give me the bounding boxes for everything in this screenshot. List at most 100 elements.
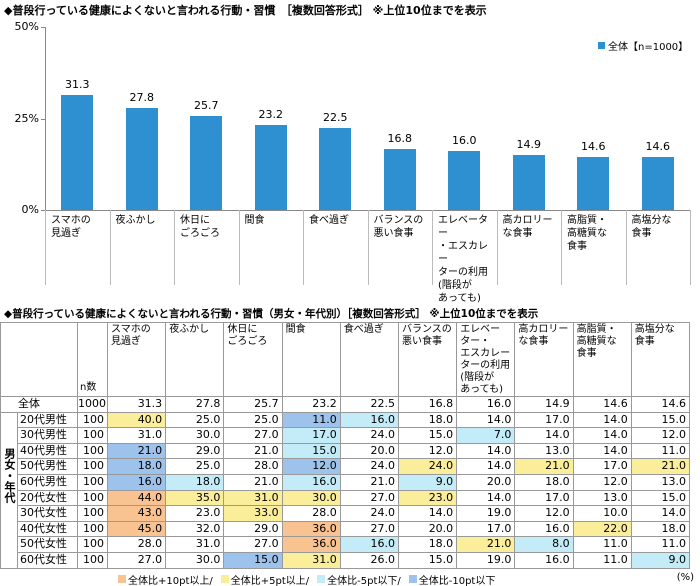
row-label: 60代男性 (18, 475, 78, 491)
y-tick-label: 25% (14, 111, 39, 125)
data-cell: 24.0 (340, 459, 399, 475)
column-header: 休日に ごろごろ (224, 322, 283, 397)
column-header: 食べ過ぎ (340, 322, 399, 397)
x-tick-label: 夜ふかし (115, 215, 156, 226)
x-tick-label: 高脂質・ 高糖質な 食事 (567, 215, 607, 252)
data-cell: 21.0 (108, 443, 167, 460)
data-cell: 14.9 (515, 397, 574, 413)
x-tick-label: スマホの 見過ぎ (51, 215, 91, 239)
x-tick-label: 食べ過ぎ (309, 215, 349, 226)
data-cell: 21.0 (340, 475, 399, 491)
data-cell: 11.0 (282, 412, 341, 429)
category-separator (174, 210, 175, 285)
legend-swatch (118, 575, 126, 583)
data-cell: 20.0 (399, 521, 458, 538)
column-header: 夜ふかし (166, 322, 225, 397)
data-cell: 15.0 (224, 553, 283, 569)
data-cell: 18.0 (108, 459, 167, 475)
value-label: 14.9 (516, 138, 542, 152)
category-separator (496, 210, 498, 285)
bar (190, 115, 223, 210)
data-cell: 35.0 (166, 490, 225, 507)
row-label: 30代女性 (18, 506, 78, 522)
data-cell: 18.0 (399, 412, 458, 429)
legend-swatch (598, 42, 605, 49)
data-cell: 23.0 (166, 506, 225, 522)
y-tick-label: 50% (14, 20, 39, 33)
data-cell: 36.0 (282, 537, 341, 553)
data-cell: 30.0 (282, 490, 341, 507)
data-cell: 16.0 (515, 553, 574, 569)
bar (319, 127, 352, 210)
data-cell: 11.0 (573, 553, 632, 569)
data-cell: 31.0 (108, 428, 167, 444)
data-cell: 31.0 (166, 537, 225, 553)
data-cell: 45.0 (108, 521, 167, 538)
data-cell: 36.0 (282, 521, 341, 538)
data-cell: 17.0 (573, 459, 632, 475)
data-cell: 16.0 (340, 412, 399, 429)
data-cell: 16.0 (457, 397, 516, 413)
data-cell: 28.0 (224, 459, 283, 475)
legend-label: 全体【n=1000】 (608, 42, 689, 53)
legend-label: 全体比-5pt以下/ (327, 576, 401, 586)
data-cell: 25.0 (166, 459, 225, 475)
column-header: スマホの 見過ぎ (108, 322, 167, 397)
value-label: 23.2 (258, 108, 284, 122)
header-cell (0, 322, 78, 397)
data-cell: 25.7 (224, 397, 283, 413)
data-cell: 19.0 (457, 506, 516, 522)
data-cell: 15.0 (631, 490, 690, 507)
data-cell: 14.0 (631, 506, 690, 522)
data-cell: 32.0 (166, 521, 225, 538)
data-cell: 27.0 (340, 521, 399, 538)
value-label: 16.0 (452, 134, 477, 148)
n-cell: 100 (78, 521, 108, 538)
legend-swatch (317, 575, 326, 583)
tick-mark (41, 210, 45, 211)
row-label: 20代男性 (18, 412, 78, 429)
row-label: 40代男性 (18, 443, 78, 460)
column-header: 間食 (282, 322, 341, 397)
chart-title: ◆普段行っている健康によくないと言われる行動・習慣 ［複数回答形式］ ※上位10… (4, 4, 487, 17)
data-cell: 31.3 (108, 397, 167, 413)
legend-label: 全体比-10pt以下 (418, 576, 496, 586)
legend-label: 全体比+5pt以上/ (230, 576, 310, 586)
category-separator (690, 210, 691, 285)
data-cell: 16.0 (282, 475, 341, 491)
data-cell: 16.8 (399, 397, 458, 413)
y-axis (45, 27, 46, 210)
data-cell: 27.0 (224, 537, 283, 553)
bar (383, 148, 416, 210)
data-cell: 21.0 (515, 459, 574, 475)
column-header: バランスの 悪い食事 (399, 322, 458, 397)
x-tick-label: 高カロリー な食事 (502, 215, 553, 239)
data-cell: 14.0 (573, 428, 632, 444)
row-label: 30代男性 (18, 428, 78, 444)
data-cell: 43.0 (108, 506, 167, 522)
data-cell: 20.0 (340, 443, 399, 460)
data-cell: 19.0 (457, 553, 516, 569)
data-cell: 15.0 (399, 553, 458, 569)
legend-swatch (408, 575, 417, 583)
data-cell: 28.0 (282, 506, 341, 522)
value-label: 27.8 (129, 91, 155, 105)
legend-swatch (220, 575, 229, 583)
n-cell: 100 (78, 506, 108, 522)
bar (448, 151, 481, 210)
data-cell: 25.0 (224, 412, 283, 429)
data-cell: 23.2 (282, 397, 341, 413)
category-separator (45, 210, 46, 285)
category-separator (303, 210, 304, 285)
data-cell: 17.0 (282, 428, 341, 444)
data-cell: 21.0 (224, 443, 283, 460)
bar (577, 156, 610, 210)
data-cell: 24.0 (340, 428, 399, 444)
row-label: 全体 (0, 397, 78, 413)
data-cell: 21.0 (631, 459, 690, 475)
value-label: 16.8 (387, 131, 413, 145)
data-cell: 9.0 (631, 553, 690, 569)
value-label: 31.3 (65, 78, 90, 92)
data-cell: 17.0 (515, 412, 574, 429)
